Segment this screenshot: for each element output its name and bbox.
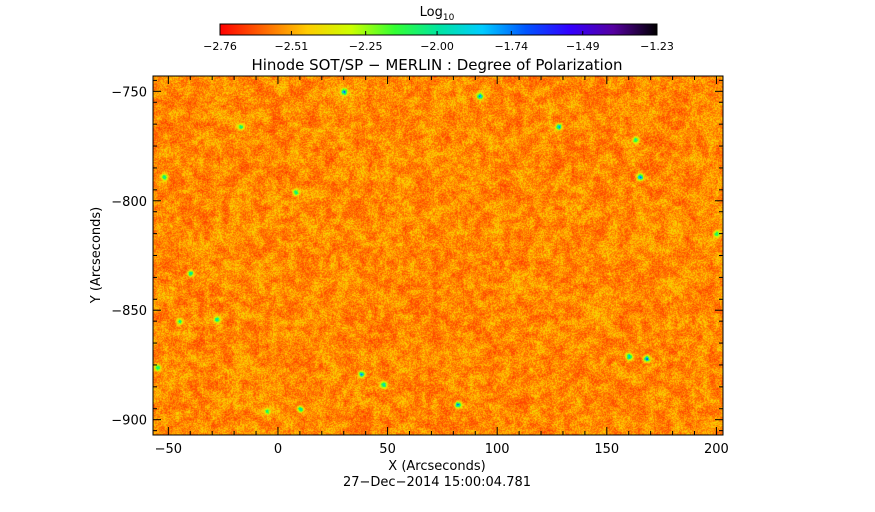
x-tick-label: −50 xyxy=(155,442,182,457)
y-tick-label: −800 xyxy=(111,195,147,210)
x-axis-label: X (Arcseconds) xyxy=(388,459,485,474)
y-axis: −750 −800 −850 −900 xyxy=(111,79,723,432)
x-tick-label: 0 xyxy=(274,442,282,457)
y-tick-label: −900 xyxy=(111,414,147,429)
heatmap-canvas xyxy=(153,76,723,435)
chart-title: Hinode SOT/SP − MERLIN : Degree of Polar… xyxy=(251,56,622,74)
x-tick-label: 50 xyxy=(379,442,396,457)
x-tick-label: 200 xyxy=(704,442,729,457)
x-axis: −50 0 50 100 150 200 xyxy=(155,76,729,457)
heatmap-plot xyxy=(152,75,724,436)
colorbar-tick-label: −2.00 xyxy=(420,40,454,53)
colorbar-tick-label: −2.76 xyxy=(203,40,237,53)
timestamp: 27−Dec−2014 15:00:04.781 xyxy=(343,475,531,490)
y-axis-label: Y (Arcseconds) xyxy=(89,207,104,304)
y-tick-label: −750 xyxy=(111,85,147,100)
x-tick-label: 150 xyxy=(594,442,619,457)
colorbar-tick-label: −1.74 xyxy=(494,40,528,53)
colorbar-label: Log10 xyxy=(420,5,455,23)
x-tick-label: 100 xyxy=(485,442,510,457)
colorbar-tick-label: −1.49 xyxy=(566,40,600,53)
colorbar-gradient xyxy=(219,23,658,36)
y-tick-label: −850 xyxy=(111,304,147,319)
colorbar-tick-label: −2.25 xyxy=(349,40,383,53)
colorbar: Log10 −2.76 −2.51 −2.25 −2.00 −1.74 −1.49 −1.2… xyxy=(203,5,674,53)
colorbar-ticks: −2.76 −2.51 −2.25 −2.00 −1.74 −1.49 −1.23 xyxy=(203,31,674,53)
colorbar-tick-label: −2.51 xyxy=(275,40,309,53)
colorbar-tick-label: −1.23 xyxy=(640,40,674,53)
